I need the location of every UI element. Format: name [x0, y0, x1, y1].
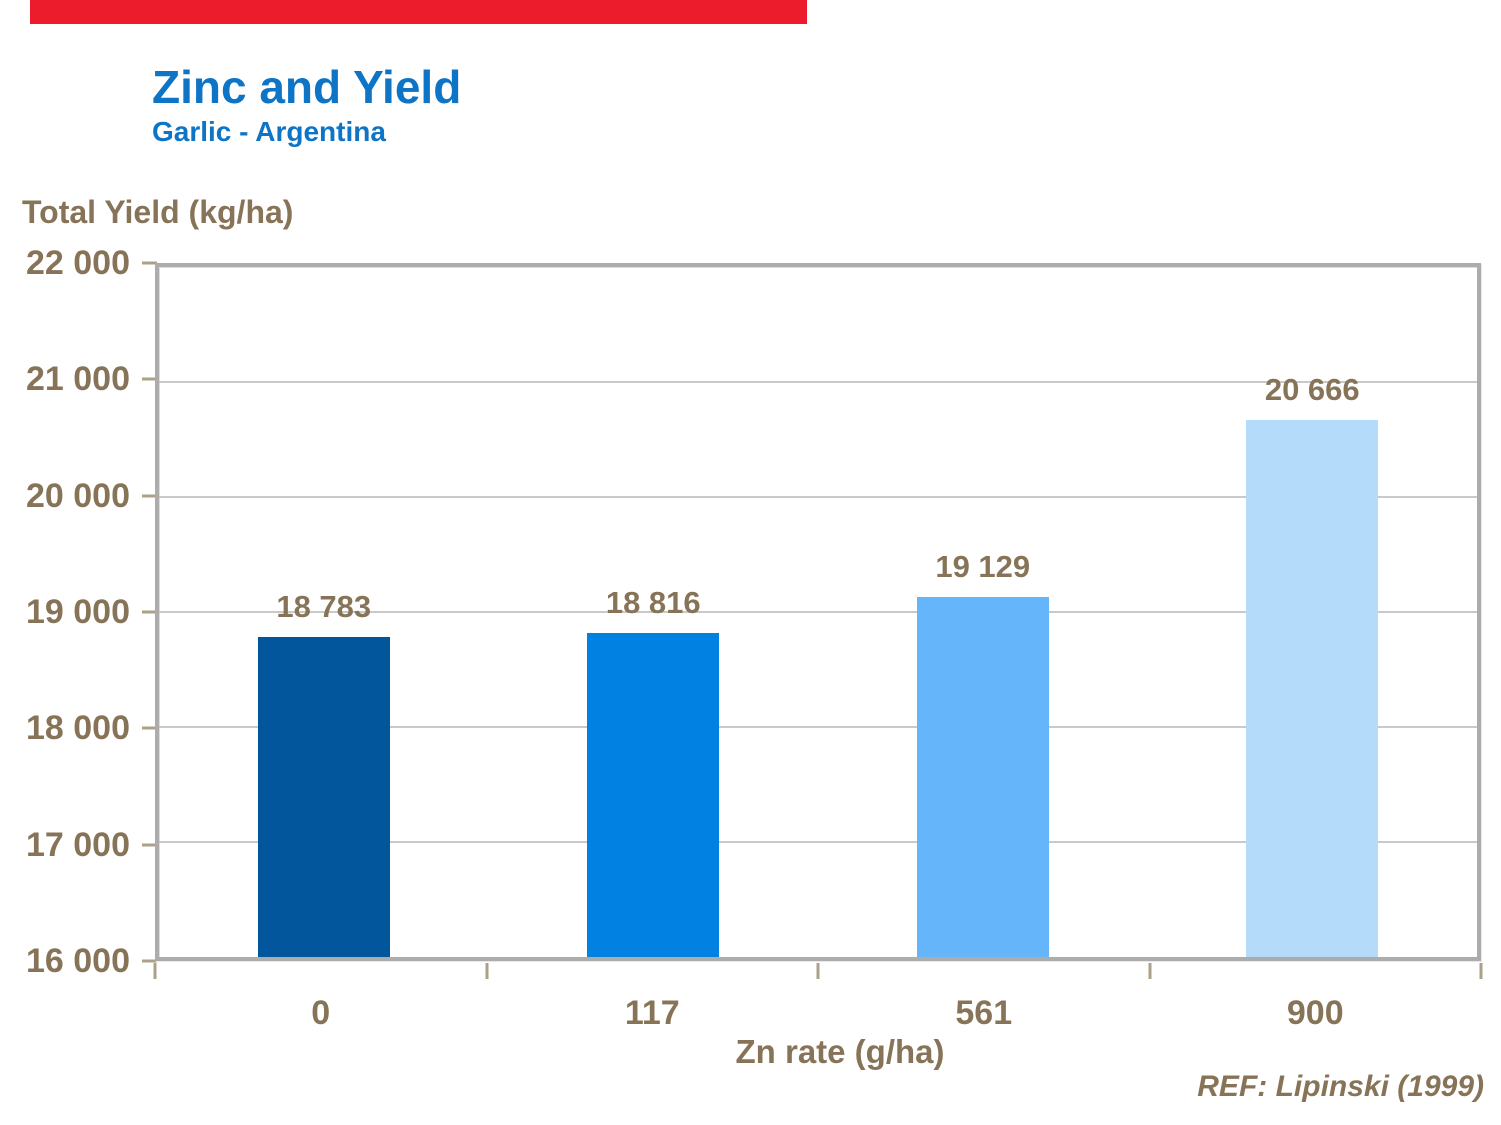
x-axis-ticks — [153, 961, 1483, 979]
x-tick-mark — [816, 963, 820, 979]
bar-value-label: 19 129 — [935, 549, 1031, 585]
bar-561 — [916, 597, 1049, 957]
chart-subtitle: Garlic - Argentina — [152, 116, 386, 147]
x-tick-label: 0 — [311, 994, 331, 1032]
y-tick-label: 18 000 — [26, 709, 130, 748]
y-tick-label: 16 000 — [26, 942, 130, 980]
y-tick-mark — [142, 610, 157, 614]
bar-value-label: 18 816 — [605, 585, 701, 621]
y-axis-labels: 16 000 17 000 18 000 19 000 20 000 21 000 22 0… — [0, 246, 157, 978]
x-tick-mark — [485, 963, 488, 979]
x-tick-label: 117 — [624, 994, 680, 1032]
plot-area: 18 783 18 816 19 129 20 666 — [155, 263, 1481, 961]
y-tick-mark — [142, 959, 157, 963]
x-tick-label: 900 — [1286, 994, 1344, 1032]
y-tick-mark — [142, 843, 157, 847]
y-tick-label: 17 000 — [26, 825, 130, 864]
x-tick-mark — [153, 963, 157, 979]
gridline — [159, 726, 1477, 728]
bars: 18 783 18 816 19 129 20 666 — [159, 267, 1477, 957]
y-tick-label: 22 000 — [26, 244, 130, 282]
x-tick-mark — [1479, 963, 1483, 979]
gridline — [159, 841, 1477, 843]
x-axis-labels: 0 117 561 900 — [155, 994, 1481, 1033]
y-tick-mark — [142, 261, 157, 265]
plot-inner: 18 783 18 816 19 129 20 666 — [159, 267, 1477, 957]
chart-title: Zinc and Yield — [152, 61, 462, 113]
gridline — [159, 611, 1477, 613]
bar-cell: 20 666 — [1148, 267, 1478, 957]
y-tick-mark — [142, 494, 157, 498]
bar-value-label: 20 666 — [1264, 372, 1360, 408]
bar-117 — [587, 633, 720, 957]
y-axis-title: Total Yield (kg/ha) — [22, 194, 294, 230]
x-tick-mark — [1148, 963, 1151, 979]
bar-0 — [257, 636, 390, 957]
y-tick-label: 20 000 — [26, 476, 130, 515]
y-tick-mark — [142, 377, 157, 381]
bar-cell: 18 783 — [159, 267, 489, 957]
x-axis-title: Zn rate (g/ha) — [735, 1033, 945, 1070]
x-tick-label: 561 — [955, 994, 1013, 1032]
gridline — [159, 496, 1477, 498]
y-tick-label: 19 000 — [26, 593, 130, 631]
y-tick-mark — [142, 726, 157, 730]
red-accent-bar — [30, 0, 807, 24]
bar-value-label: 18 783 — [276, 588, 372, 624]
reference-text: REF: Lipinski (1999) — [1197, 1070, 1484, 1103]
bar-cell: 18 816 — [489, 267, 819, 957]
y-tick-label: 21 000 — [26, 360, 130, 399]
gridline — [159, 381, 1477, 383]
bar-900 — [1246, 420, 1379, 957]
bar-cell: 19 129 — [818, 267, 1148, 957]
